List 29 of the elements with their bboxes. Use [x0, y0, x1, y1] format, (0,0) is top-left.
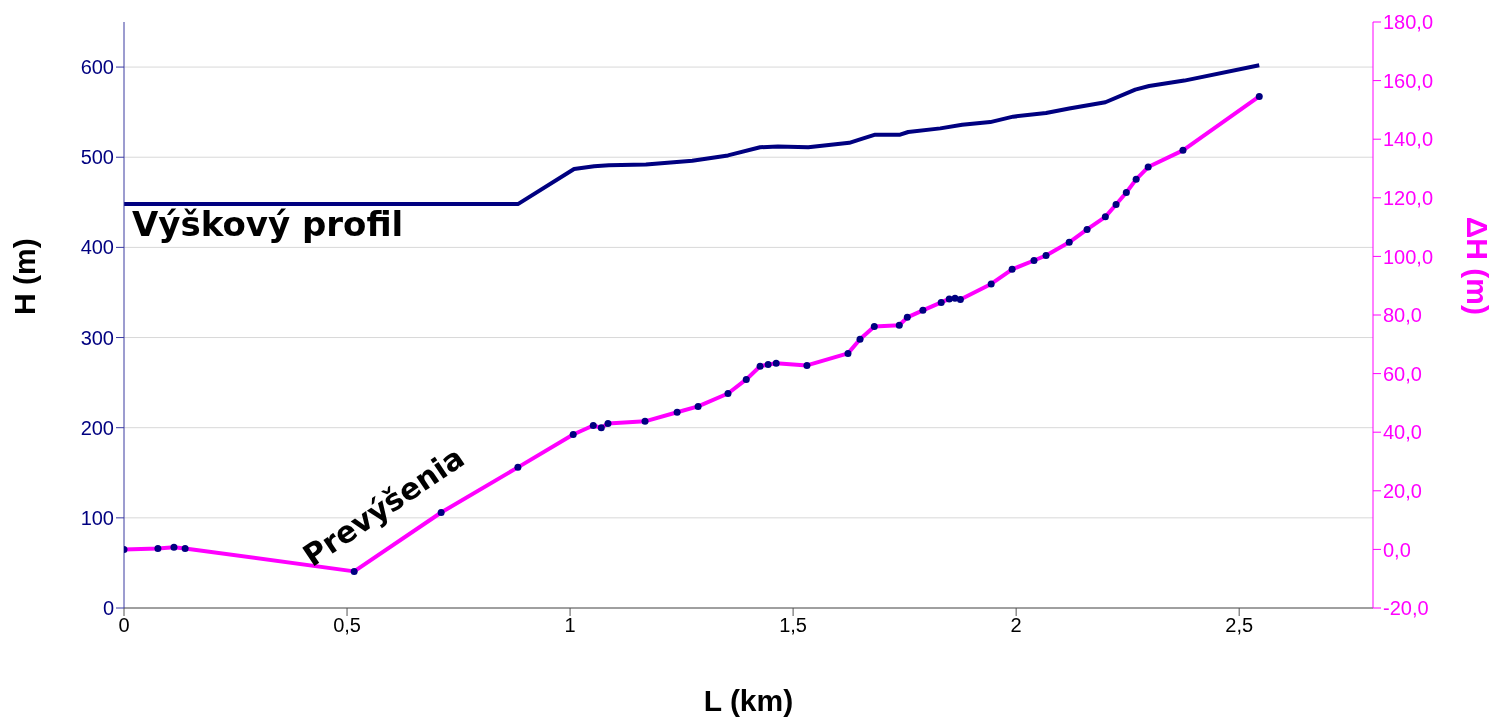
y-tick-label: 400 [80, 236, 114, 259]
y2-tick-label: -20,0 [1383, 597, 1429, 620]
series-label: Výškový profil [132, 204, 404, 245]
y-tick-label: 500 [80, 146, 114, 169]
y2-tick-label: 80,0 [1383, 304, 1422, 327]
x-axis-title: L (km) [703, 684, 794, 717]
y2-tick-label: 60,0 [1383, 362, 1422, 385]
x-tick-label: 2 [1010, 614, 1022, 637]
x-tick-label: 0 [118, 614, 130, 637]
y-tick-label: 300 [80, 326, 114, 349]
line-series [124, 63, 1262, 207]
y-axis-title: H (m) [7, 238, 41, 315]
y2-tick-label: 0,0 [1383, 538, 1411, 561]
y2-axis-title: ΔH (m) [1461, 216, 1495, 315]
y2-tick-label: 40,0 [1383, 421, 1422, 444]
y-tick-label: 600 [80, 56, 114, 79]
x-tick-label: 2,5 [1225, 614, 1254, 637]
y2-tick-label: 20,0 [1383, 479, 1422, 502]
y2-tick-label: 140,0 [1383, 128, 1434, 151]
y-tick-label: 200 [80, 416, 114, 439]
x-tick-label: 0,5 [333, 614, 361, 637]
x-tick-label: 1,5 [779, 614, 808, 637]
y2-tick-label: 180,0 [1383, 11, 1434, 34]
y-tick-label: 100 [80, 506, 114, 529]
y2-tick-label: 160,0 [1383, 69, 1434, 92]
y2-tick-label: 100,0 [1383, 245, 1434, 268]
x-tick-label: 1 [564, 614, 576, 637]
y-tick-label: 0 [102, 597, 114, 620]
y2-tick-label: 120,0 [1383, 186, 1434, 209]
